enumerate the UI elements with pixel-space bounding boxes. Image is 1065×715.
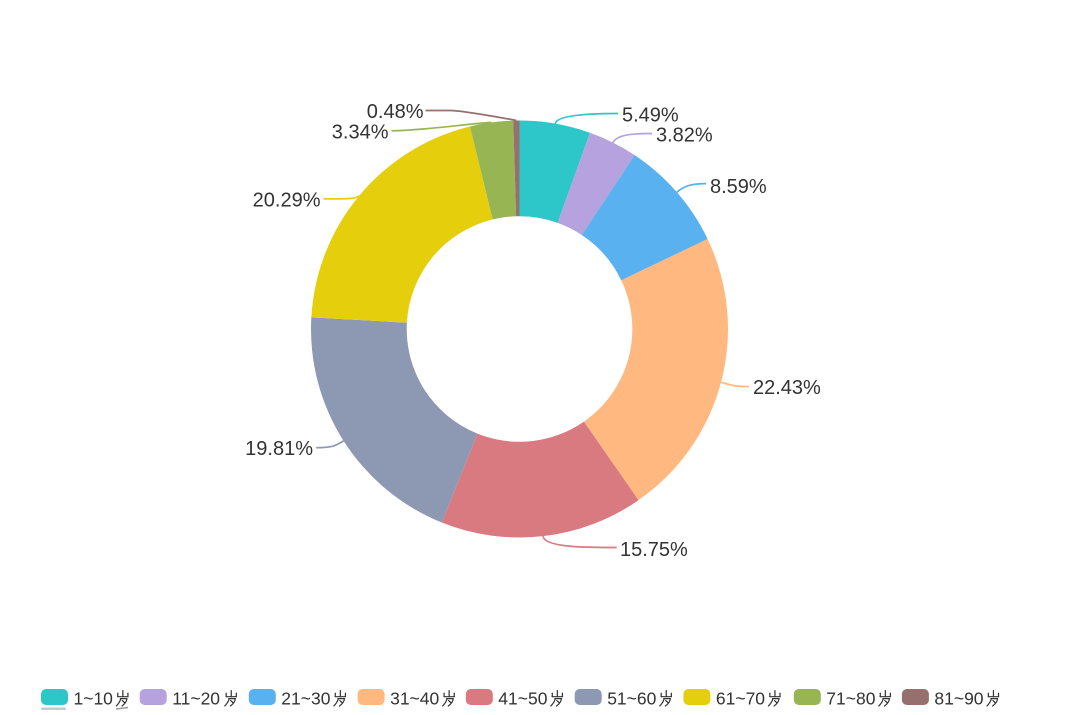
- svg-text:21~30: 21~30: [281, 689, 330, 709]
- svg-text:20.29%: 20.29%: [253, 189, 321, 211]
- svg-text:19.81%: 19.81%: [245, 438, 313, 460]
- svg-text:3.82%: 3.82%: [656, 124, 713, 146]
- svg-text:1~10: 1~10: [74, 689, 114, 709]
- svg-text:0.48%: 0.48%: [367, 101, 424, 123]
- svg-text:11~20: 11~20: [172, 689, 220, 709]
- svg-text:51~60: 51~60: [607, 689, 656, 709]
- svg-text:3.34%: 3.34%: [332, 122, 389, 144]
- svg-text:22.43%: 22.43%: [753, 377, 821, 399]
- svg-text:8.59%: 8.59%: [710, 176, 767, 198]
- svg-text:41~50: 41~50: [498, 689, 547, 709]
- svg-text:81~90: 81~90: [934, 689, 983, 709]
- svg-text:5.49%: 5.49%: [622, 104, 679, 126]
- svg-text:71~80: 71~80: [826, 689, 875, 709]
- svg-text:61~70: 61~70: [716, 689, 765, 709]
- svg-text:31~40: 31~40: [390, 689, 439, 709]
- svg-text:15.75%: 15.75%: [620, 539, 688, 561]
